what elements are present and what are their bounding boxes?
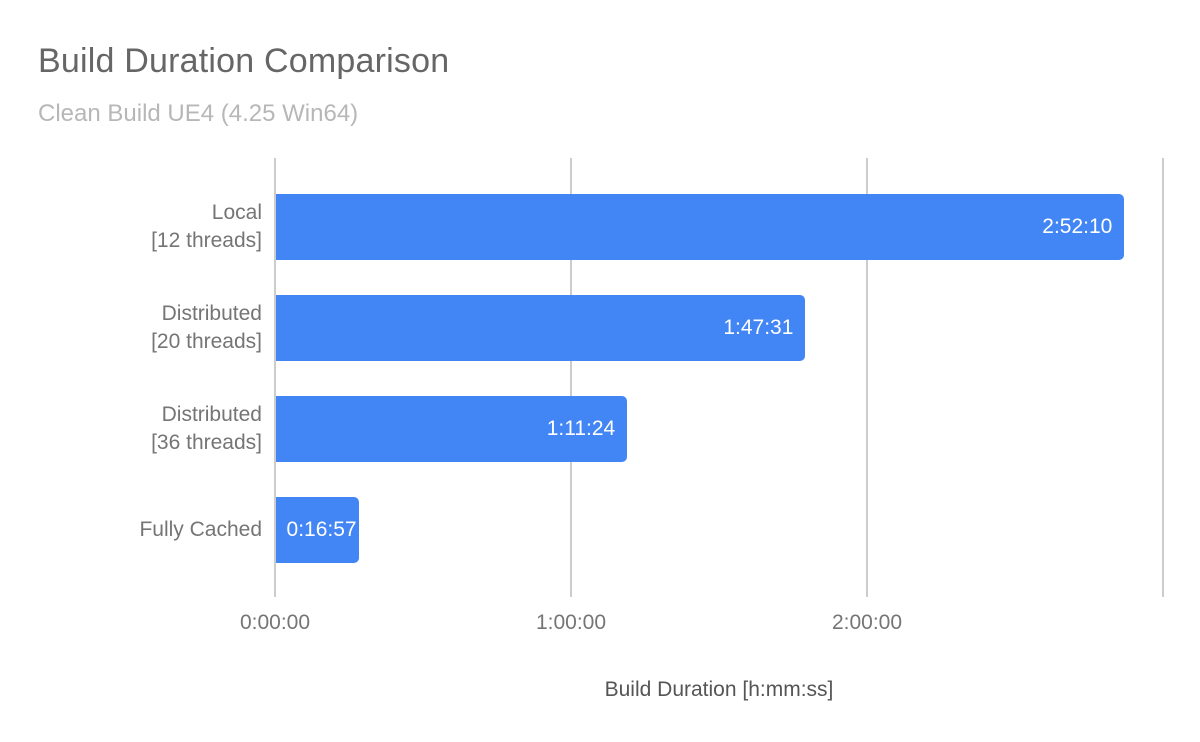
category-label: Fully Cached	[139, 518, 262, 541]
bar-value-label: 2:52:10	[1042, 215, 1113, 238]
category-label: Local [12 threads]	[151, 201, 262, 252]
x-axis-title: Build Duration [h:mm:ss]	[604, 678, 834, 701]
x-gridline	[274, 158, 276, 597]
x-gridline	[866, 158, 868, 597]
category-label: Distributed [36 threads]	[151, 403, 262, 454]
category-label: Distributed [20 threads]	[151, 302, 262, 353]
bar: 2:52:10	[276, 194, 1125, 260]
bar: 0:16:57	[276, 497, 359, 563]
x-tick-label: 1:00:00	[535, 611, 607, 634]
bar: 1:11:24	[276, 396, 628, 462]
x-tick-label: 2:00:00	[831, 611, 903, 634]
x-gridline	[1162, 158, 1164, 597]
chart-title: Build Duration Comparison	[38, 42, 450, 80]
bar-value-label: 1:47:31	[723, 316, 794, 339]
bar: 1:47:31	[276, 295, 806, 361]
chart-subtitle: Clean Build UE4 (4.25 Win64)	[38, 100, 359, 127]
bar-value-label: 1:11:24	[546, 417, 616, 440]
x-gridline	[570, 158, 572, 597]
x-tick-label: 0:00:00	[239, 611, 311, 634]
bar-value-label: 0:16:57	[286, 518, 357, 541]
